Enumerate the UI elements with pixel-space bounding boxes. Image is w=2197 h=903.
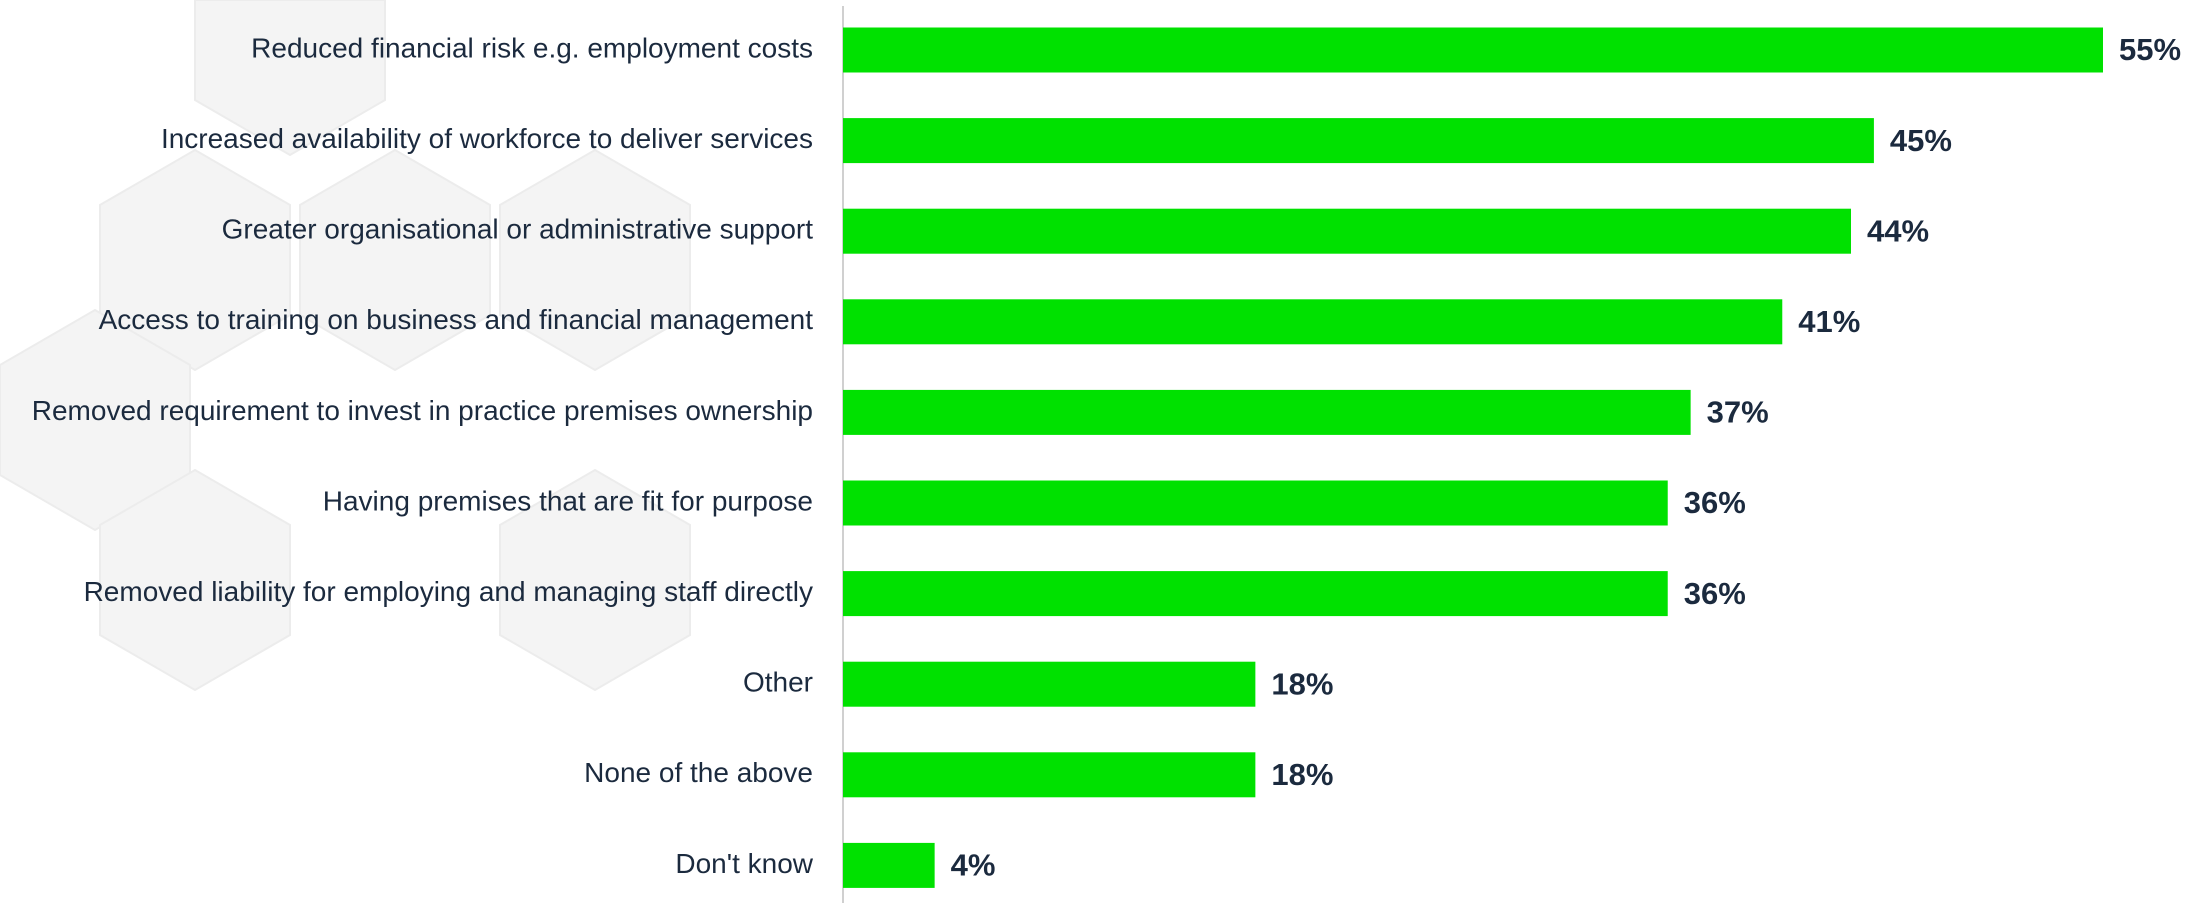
bar <box>843 389 1691 435</box>
bar <box>843 480 1668 526</box>
category-label: Access to training on business and finan… <box>99 304 814 335</box>
bar <box>843 208 1851 254</box>
category-label: Other <box>743 667 813 698</box>
category-label: Removed requirement to invest in practic… <box>32 395 813 426</box>
background-hexagons <box>0 0 691 692</box>
bar <box>843 752 1256 798</box>
category-label: Greater organisational or administrative… <box>222 214 814 245</box>
value-label: 41% <box>1798 304 1860 339</box>
value-label: 18% <box>1271 757 1333 792</box>
value-label: 36% <box>1684 485 1746 520</box>
bar <box>843 842 935 888</box>
category-label: Having premises that are fit for purpose <box>323 485 813 516</box>
category-label: Reduced financial risk e.g. employment c… <box>251 32 813 63</box>
category-label: None of the above <box>584 757 813 788</box>
bar <box>843 571 1668 617</box>
bar <box>843 118 1874 164</box>
category-label: Increased availability of workforce to d… <box>161 123 813 154</box>
value-label: 37% <box>1707 395 1769 430</box>
bar <box>843 27 2103 73</box>
value-label: 18% <box>1271 666 1333 701</box>
value-label: 55% <box>2119 32 2181 67</box>
value-label: 36% <box>1684 576 1746 611</box>
value-label: 4% <box>951 848 996 883</box>
bar <box>843 661 1256 707</box>
bar <box>843 299 1783 345</box>
category-label: Removed liability for employing and mana… <box>84 576 813 607</box>
value-label: 45% <box>1890 123 1952 158</box>
value-label: 44% <box>1867 213 1929 248</box>
category-label: Don't know <box>675 848 813 879</box>
